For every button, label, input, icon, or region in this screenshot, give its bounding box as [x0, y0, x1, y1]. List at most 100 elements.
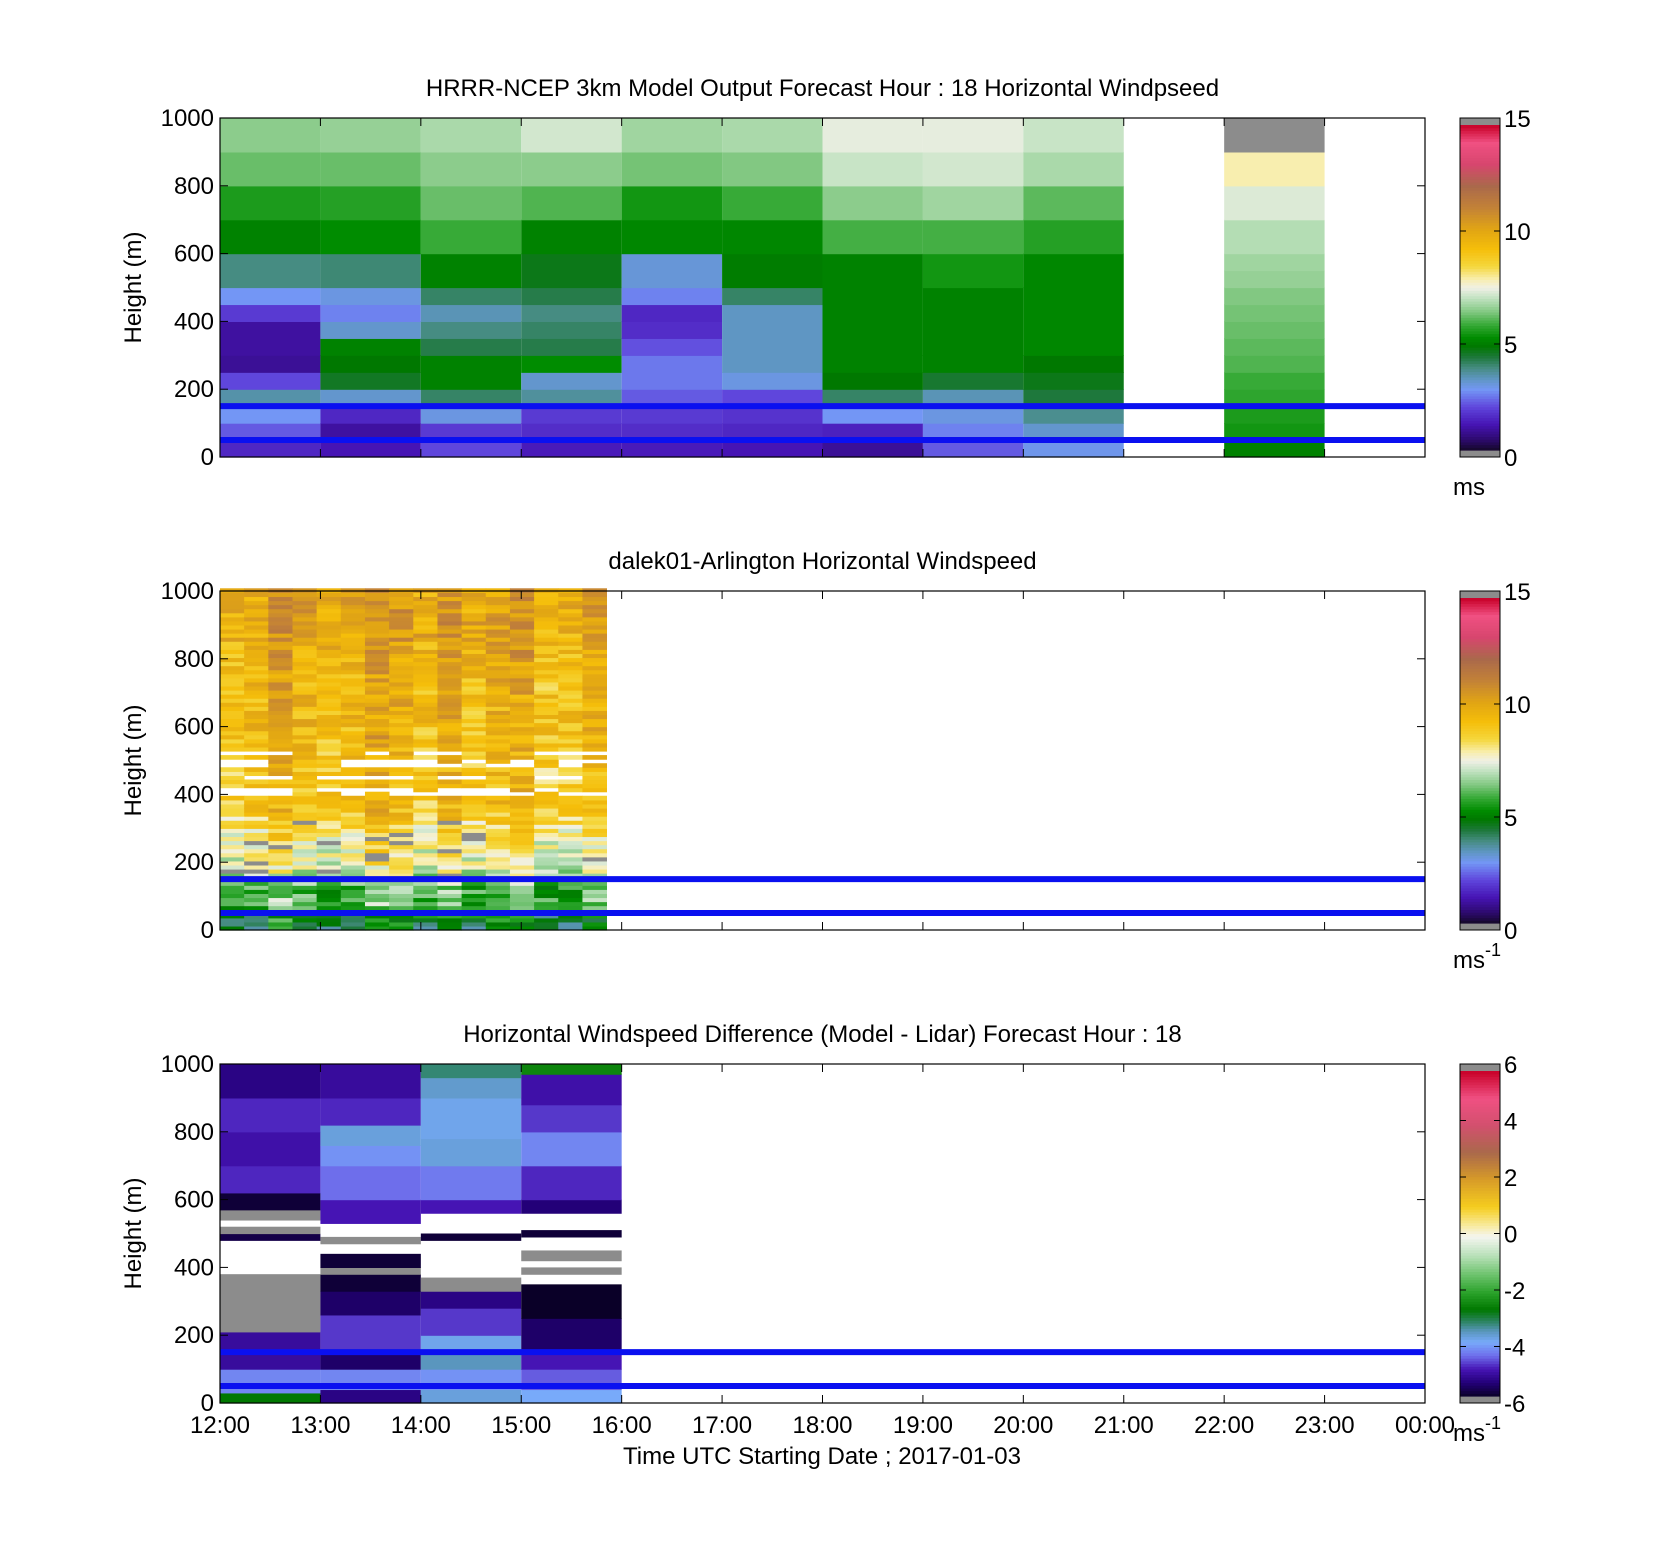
heatmap-cell	[365, 645, 390, 650]
heatmap-cell	[413, 775, 438, 780]
heatmap-cell	[292, 670, 317, 675]
heatmap-cell	[365, 714, 390, 719]
heatmap-cell	[320, 321, 420, 339]
heatmap-cell	[582, 723, 607, 728]
heatmap-cell	[437, 690, 462, 695]
heatmap-cell	[389, 670, 414, 675]
heatmap-cell	[244, 779, 269, 784]
heatmap-cell	[558, 857, 583, 862]
heatmap-cell	[437, 824, 462, 829]
heatmap-cell	[389, 702, 414, 707]
heatmap-cell	[510, 836, 535, 841]
heatmap-cell	[292, 747, 317, 752]
heatmap-cell	[462, 767, 487, 772]
heatmap-cell	[486, 759, 511, 764]
heatmap-cell	[421, 321, 521, 339]
heatmap-cell	[486, 824, 511, 829]
heatmap-cell	[220, 625, 245, 630]
heatmap-cell	[220, 686, 245, 691]
heatmap-cell	[437, 836, 462, 841]
heatmap-cell	[413, 853, 438, 858]
heatmap-cell	[582, 686, 607, 691]
heatmap-cell	[521, 1200, 621, 1214]
heatmap-cell	[437, 853, 462, 858]
heatmap-cell	[292, 596, 317, 601]
heatmap-cell	[341, 592, 366, 597]
heatmap-cell	[268, 800, 293, 805]
y-tick-label: 800	[174, 173, 214, 200]
heatmap-cell	[244, 666, 269, 671]
panel-3: Horizontal Windspeed Difference (Model -…	[120, 1021, 1525, 1470]
panel-title: dalek01-Arlington Horizontal Windspeed	[608, 548, 1036, 575]
heatmap-cell	[462, 918, 487, 923]
heatmap-cell	[534, 845, 559, 850]
heatmap-cell	[486, 820, 511, 825]
heatmap-cell	[317, 678, 342, 683]
heatmap-cell	[244, 694, 269, 699]
heatmap-cell	[220, 670, 245, 675]
heatmap-cell	[582, 755, 607, 760]
heatmap-cell	[534, 690, 559, 695]
heatmap-cell	[582, 767, 607, 772]
heatmap-cell	[421, 1098, 521, 1139]
heatmap-cell	[558, 735, 583, 740]
heatmap-cell	[268, 596, 293, 601]
heatmap-cell	[510, 617, 535, 622]
heatmap-cell	[365, 841, 390, 846]
heatmap-cell	[341, 731, 366, 736]
heatmap-cell	[421, 355, 521, 390]
colorbar-tick-label: 0	[1504, 918, 1517, 945]
heatmap-cell	[558, 617, 583, 622]
heatmap-cell	[534, 694, 559, 699]
heatmap-cell	[365, 633, 390, 638]
heatmap-cell	[413, 710, 438, 715]
heatmap-cell	[389, 861, 414, 866]
heatmap-cell	[389, 820, 414, 825]
heatmap-cell	[317, 885, 342, 890]
heatmap-cell	[244, 739, 269, 744]
heatmap-cell	[341, 832, 366, 837]
heatmap-cell	[341, 747, 366, 752]
heatmap-cell	[244, 861, 269, 866]
heatmap-cell	[582, 861, 607, 866]
heatmap-cell	[462, 682, 487, 687]
heatmap-cell	[341, 723, 366, 728]
heatmap-cell	[437, 861, 462, 866]
heatmap-cell	[462, 841, 487, 846]
heatmap-cell	[534, 885, 559, 890]
heatmap-cell	[582, 662, 607, 667]
heatmap-cell	[582, 841, 607, 846]
heatmap-cell	[510, 592, 535, 597]
heatmap-cell	[268, 824, 293, 829]
heatmap-cell	[486, 682, 511, 687]
heatmap-cell	[292, 641, 317, 646]
y-tick-label: 600	[174, 1187, 214, 1214]
heatmap-cell	[317, 832, 342, 837]
heatmap-cell	[534, 828, 559, 833]
heatmap-cell	[558, 686, 583, 691]
heatmap-cell	[437, 849, 462, 854]
heatmap-cell	[268, 893, 293, 898]
heatmap-cell	[389, 824, 414, 829]
heatmap-cell	[220, 857, 245, 862]
heatmap-cell	[437, 816, 462, 821]
heatmap-cell	[317, 902, 342, 907]
heatmap-cell	[486, 714, 511, 719]
heatmap-cell	[510, 885, 535, 890]
heatmap-cell	[244, 637, 269, 642]
heatmap-cell	[220, 853, 245, 858]
heatmap-cell	[510, 686, 535, 691]
x-axis-label: Time UTC Starting Date ; 2017-01-03	[623, 1443, 1021, 1470]
heatmap-cell	[510, 849, 535, 854]
heatmap-cell	[521, 338, 621, 356]
heatmap-cell	[437, 682, 462, 687]
heatmap-cell	[389, 849, 414, 854]
heatmap-cell	[510, 779, 535, 784]
heatmap-cell	[622, 118, 722, 153]
heatmap-cell	[437, 779, 462, 784]
heatmap-cell	[268, 743, 293, 748]
heatmap-cell	[437, 820, 462, 825]
heatmap-cell	[365, 865, 390, 870]
heatmap-cell	[268, 779, 293, 784]
heatmap-cell	[582, 885, 607, 890]
